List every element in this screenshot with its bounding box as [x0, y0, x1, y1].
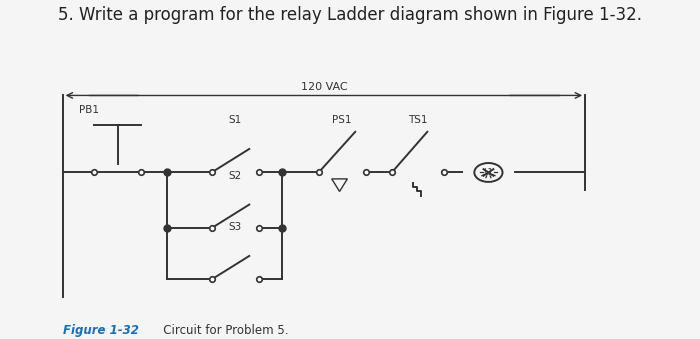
- Text: PS1: PS1: [332, 115, 352, 125]
- Text: S1: S1: [228, 115, 242, 125]
- Text: S3: S3: [228, 222, 242, 232]
- Text: TS1: TS1: [408, 115, 428, 125]
- Text: Figure 1-32: Figure 1-32: [63, 324, 139, 337]
- Text: PB1: PB1: [79, 105, 99, 115]
- Text: L1: L1: [484, 168, 494, 177]
- Text: S2: S2: [228, 171, 242, 181]
- Text: Circuit for Problem 5.: Circuit for Problem 5.: [151, 324, 288, 337]
- Text: 120 VAC: 120 VAC: [300, 82, 347, 92]
- Text: 5. Write a program for the relay Ladder diagram shown in Figure 1-32.: 5. Write a program for the relay Ladder …: [58, 6, 642, 24]
